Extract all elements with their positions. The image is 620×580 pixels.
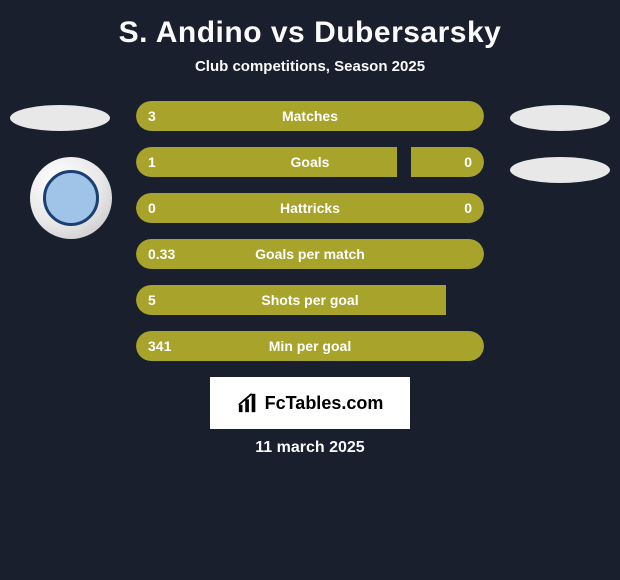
brand-banner[interactable]: FcTables.com (210, 377, 410, 429)
stat-label: Matches (136, 101, 484, 131)
stat-rows: 3Matches1Goals00Hattricks00.33Goals per … (136, 101, 484, 361)
brand-text: FcTables.com (265, 393, 384, 414)
stat-row: 0Hattricks0 (136, 193, 484, 223)
player-slot-right (510, 105, 610, 131)
page-subtitle: Club competitions, Season 2025 (0, 58, 620, 75)
stat-value-right: 0 (464, 193, 472, 223)
stat-label: Goals per match (136, 239, 484, 269)
stat-label: Min per goal (136, 331, 484, 361)
stat-row: 341Min per goal (136, 331, 484, 361)
stat-row: 3Matches (136, 101, 484, 131)
stat-label: Hattricks (136, 193, 484, 223)
player-slot-left (10, 105, 110, 131)
stat-row: 5Shots per goal (136, 285, 484, 315)
club-slot-right (510, 157, 610, 183)
page-title: S. Andino vs Dubersarsky (0, 16, 620, 50)
generated-date: 11 march 2025 (0, 439, 620, 457)
stat-row: 1Goals0 (136, 147, 484, 177)
chart-area: 3Matches1Goals00Hattricks00.33Goals per … (0, 101, 620, 361)
stat-label: Shots per goal (136, 285, 484, 315)
stat-value-right: 0 (464, 147, 472, 177)
stat-row: 0.33Goals per match (136, 239, 484, 269)
club-badge-inner (43, 170, 99, 226)
bar-chart-icon (237, 392, 259, 414)
club-badge-left (30, 157, 112, 239)
stat-label: Goals (136, 147, 484, 177)
